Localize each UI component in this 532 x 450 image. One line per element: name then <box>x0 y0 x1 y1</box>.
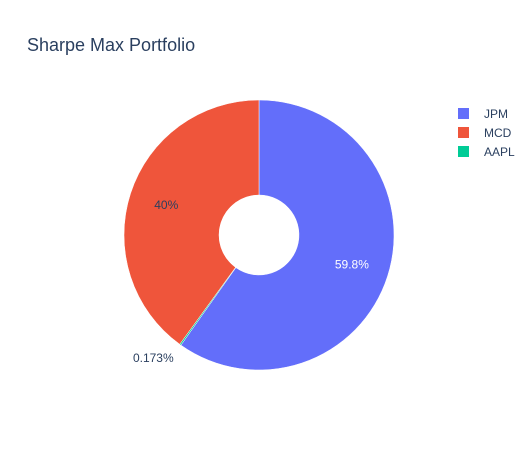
chart-title: Sharpe Max Portfolio <box>27 35 195 55</box>
slice-labels: 59.8% 0.173% 40% <box>133 198 369 365</box>
legend-swatch-jpm <box>458 108 469 119</box>
legend-swatch-aapl <box>458 146 469 157</box>
slice-jpm[interactable] <box>180 99 395 371</box>
legend[interactable]: JPM MCD AAPL <box>458 107 515 159</box>
slice-mcd[interactable] <box>123 99 260 345</box>
legend-item-aapl[interactable]: AAPL <box>458 145 515 159</box>
legend-label-mcd: MCD <box>484 126 512 140</box>
legend-item-mcd[interactable]: MCD <box>458 126 512 140</box>
slice-label-jpm: 59.8% <box>335 258 369 272</box>
legend-item-jpm[interactable]: JPM <box>458 107 508 121</box>
slice-label-aapl: 0.173% <box>133 351 174 365</box>
legend-swatch-mcd <box>458 127 469 138</box>
slice-label-mcd: 40% <box>154 198 178 212</box>
legend-label-aapl: AAPL <box>484 145 515 159</box>
donut-slices <box>123 99 395 371</box>
legend-label-jpm: JPM <box>484 107 508 121</box>
